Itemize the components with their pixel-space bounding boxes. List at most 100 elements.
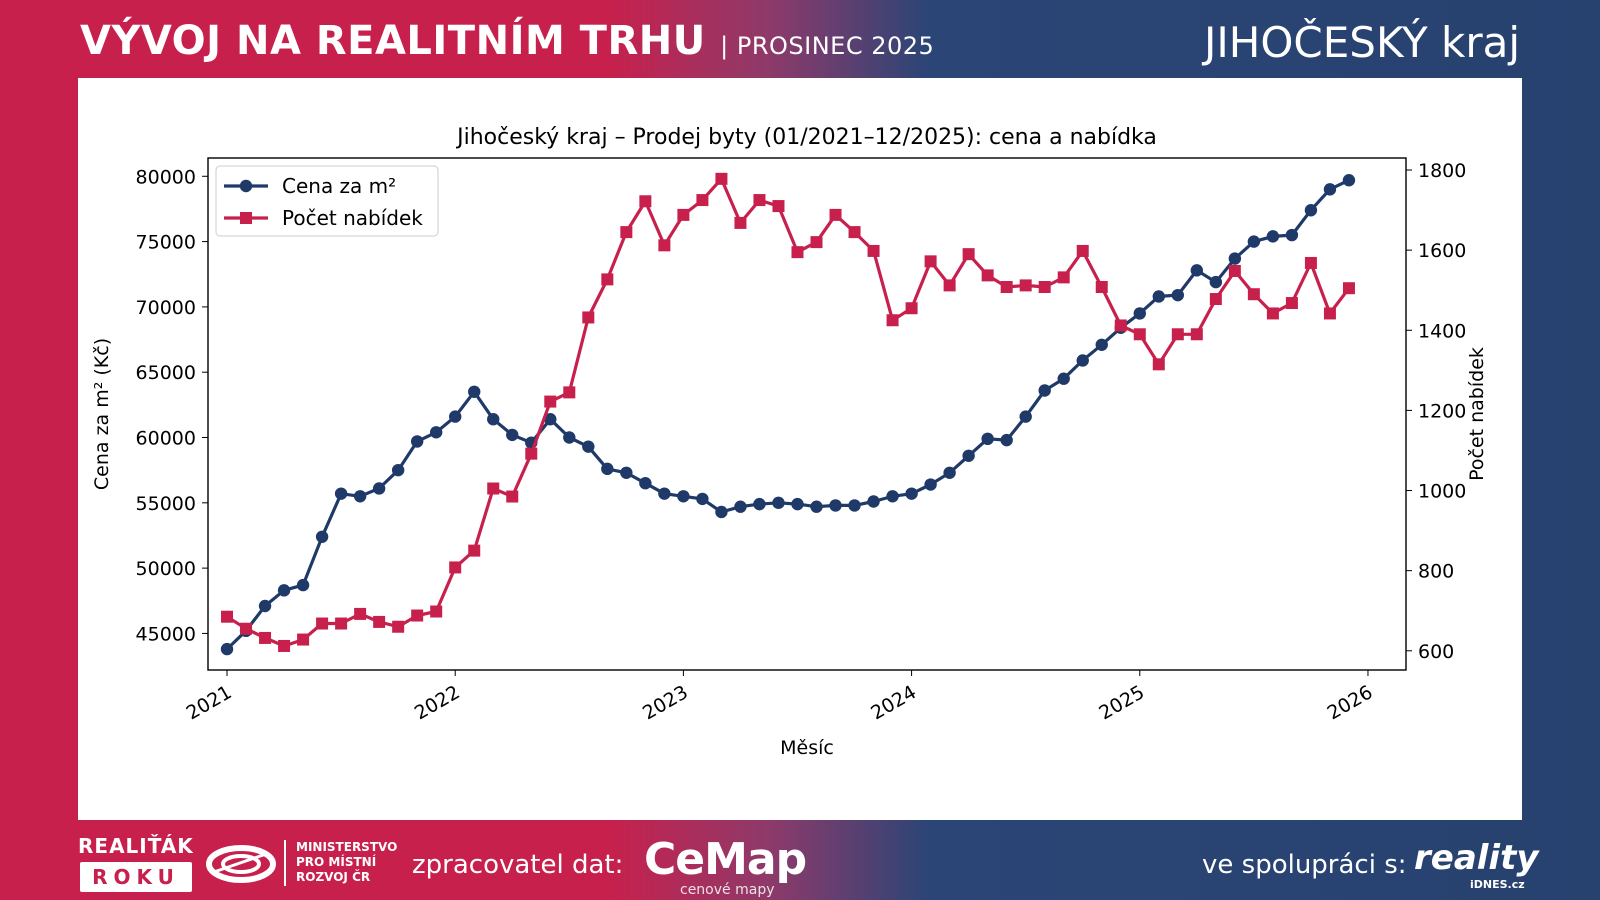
count-point [962,248,975,261]
price-point [753,497,766,511]
count-point [1019,279,1032,292]
count-point [639,195,652,208]
x-tick-label: 2021 [183,681,236,724]
price-point [410,435,424,448]
ministry-line-2: PRO MÍSTNÍ [296,855,377,869]
y-axis-label: Cena za m² (Kč) [91,338,113,490]
count-point [715,172,728,185]
count-point [468,544,481,557]
count-point [810,236,823,249]
footer: REALIŤÁK ROKU MINISTERSTVO PRO MÍSTNÍ RO… [0,820,1600,900]
count-point [1266,307,1279,320]
price-point [544,413,557,426]
price-point [1228,252,1242,265]
price-point [1038,384,1051,397]
count-point [677,208,690,221]
price-point [734,500,747,513]
price-point [867,495,880,508]
count-point [1000,281,1013,294]
price-point [372,482,386,495]
count-point [1057,271,1070,284]
count-point [924,255,937,268]
count-point [1095,281,1108,294]
price-point [391,463,405,477]
ministry-logo-icon [206,845,276,883]
count-point [1304,256,1317,269]
realitak-logo-text: REALIŤÁK [78,834,194,858]
x-tick-label: 2022 [411,681,464,724]
y-tick-label: 60000 [136,428,196,450]
price-point [1171,288,1185,302]
count-point [753,194,766,207]
price-point [886,490,899,503]
price-point [487,413,500,426]
price-point [658,487,671,500]
price-point [449,410,462,423]
price-point [905,487,918,500]
plot-frame [207,157,1407,671]
y-tick-label: 75000 [136,232,196,254]
reality-logo: reality [1414,838,1539,878]
cemap-logo: CeMap [644,834,807,885]
price-point [639,477,652,490]
price-point [981,432,994,446]
price-point [582,440,595,453]
count-point [791,246,804,259]
count-point [354,607,367,620]
count-point [221,610,234,623]
price-point [1095,338,1108,351]
count-point [563,386,576,399]
price-point [1285,228,1299,242]
count-point [867,244,880,257]
y2-tick-label: 600 [1418,641,1454,663]
count-point [696,194,709,207]
x-tick-label: 2024 [867,681,920,724]
y-tick-label: 55000 [136,493,196,515]
price-point [296,578,310,592]
x-tick-label: 2026 [1324,681,1377,724]
price-point [924,478,937,491]
count-point [1076,244,1089,257]
legend-marker [239,179,253,193]
count-point [848,226,861,239]
y2-tick-label: 1400 [1418,320,1466,342]
count-point [297,633,310,646]
y-tick-label: 50000 [136,558,196,580]
count-point [316,617,329,630]
price-point [334,487,348,500]
price-point [1323,183,1337,196]
count-point [620,226,633,239]
title-main: VÝVOJ NA REALITNÍM TRHU [80,18,706,64]
y-tick-label: 45000 [136,623,196,645]
price-point [810,500,823,513]
count-point [1323,307,1336,320]
count-point [278,639,291,652]
price-point [791,497,804,511]
price-point [1152,290,1165,303]
y-tick-label: 65000 [136,362,196,384]
count-point [582,311,595,324]
count-point [1285,297,1298,310]
ministry-line-3: ROZVOJ ČR [296,870,371,884]
ministry-line-1: MINISTERSTVO [296,840,398,854]
series-line-count [226,177,1351,648]
chart-panel: Jihočeský kraj – Prodej byty (01/2021–12… [78,78,1522,820]
count-point [772,200,785,213]
ministry-name: MINISTERSTVO PRO MÍSTNÍ ROZVOJ ČR [296,840,397,885]
legend-box [215,165,439,237]
count-point [449,561,462,574]
count-point [1190,328,1203,341]
count-point [1152,358,1165,371]
y2-tick-label: 800 [1418,561,1454,583]
count-point [430,605,443,618]
price-point [1000,433,1013,447]
idnes-logo-text: iDNES.cz [1470,878,1525,891]
count-point [1209,293,1222,306]
count-point [544,395,557,408]
count-point [829,208,842,221]
y2-tick-label: 1600 [1418,240,1466,262]
price-point [315,530,329,543]
title-subtitle: | PROSINEC 2025 [720,32,935,60]
page-title: VÝVOJ NA REALITNÍM TRHU | PROSINEC 2025 [80,18,934,64]
